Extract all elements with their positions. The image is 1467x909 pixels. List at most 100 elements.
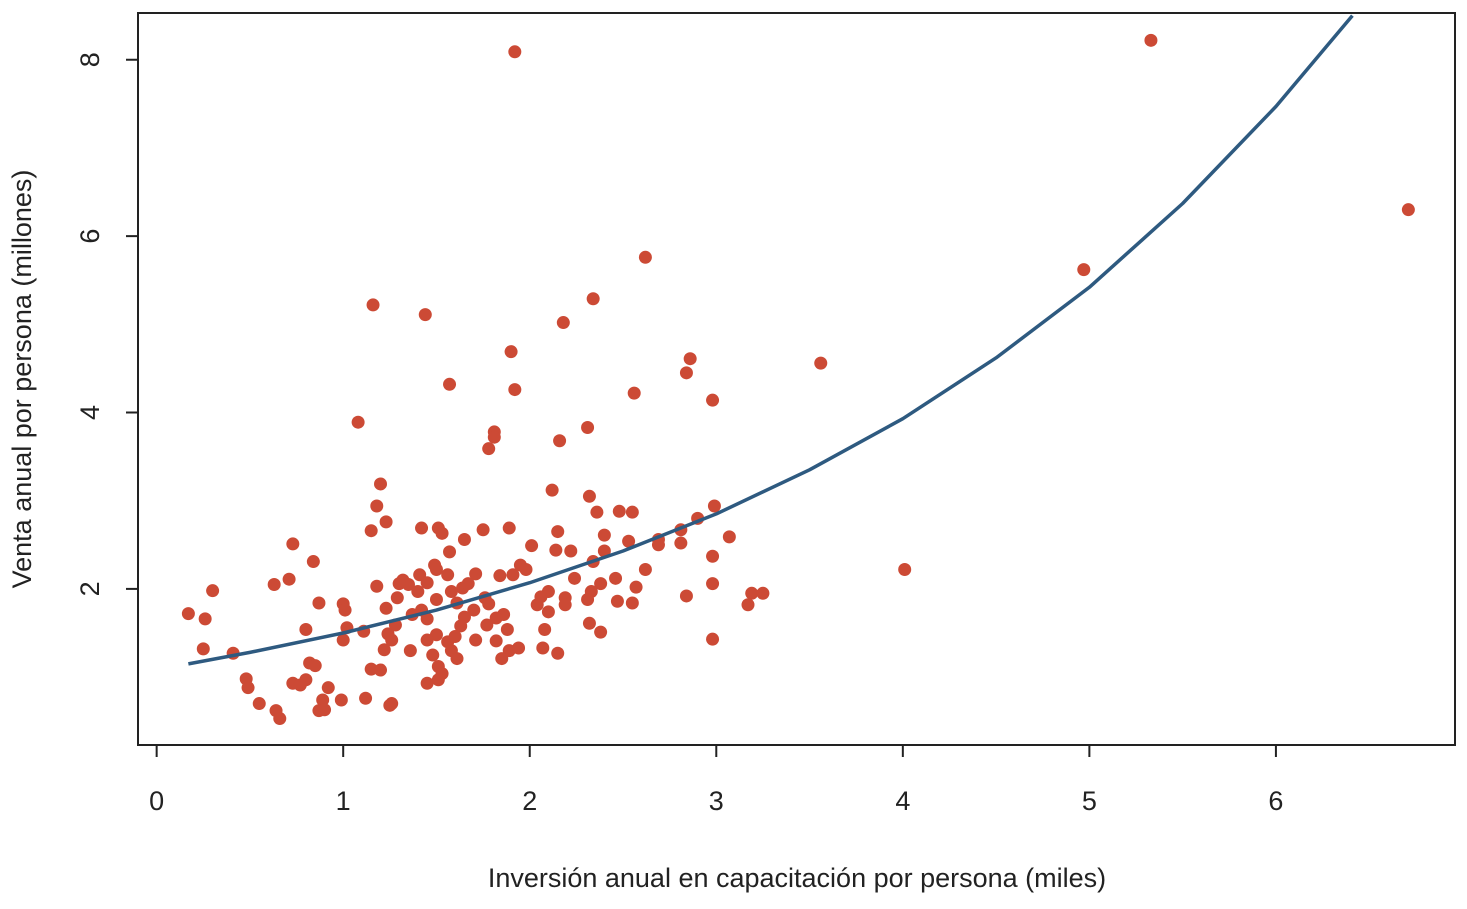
point <box>429 562 443 576</box>
point <box>444 585 458 599</box>
point <box>454 619 468 633</box>
point <box>625 505 639 519</box>
point <box>282 572 296 586</box>
point <box>374 477 388 491</box>
point <box>502 521 516 535</box>
point <box>252 697 266 711</box>
point <box>487 430 501 444</box>
y-tick-label: 6 <box>75 229 105 244</box>
point <box>469 567 483 581</box>
point <box>364 662 378 676</box>
point <box>706 393 720 407</box>
x-tick-label: 2 <box>522 786 537 816</box>
point <box>586 292 600 306</box>
point <box>312 596 326 610</box>
point <box>609 571 623 585</box>
point <box>420 576 434 590</box>
point <box>321 681 335 695</box>
point <box>480 618 494 632</box>
point <box>441 568 455 582</box>
point <box>392 577 406 591</box>
point <box>467 603 481 617</box>
point <box>443 545 457 559</box>
y-axis-label: Venta anual por persona (millones) <box>7 170 37 589</box>
point <box>336 633 350 647</box>
point <box>450 652 464 666</box>
x-tick-label: 6 <box>1268 786 1283 816</box>
point <box>612 504 626 518</box>
point <box>551 646 565 660</box>
point <box>443 377 457 391</box>
point <box>674 536 688 550</box>
point <box>582 616 596 630</box>
point <box>590 505 604 519</box>
point <box>564 544 578 558</box>
point <box>558 598 572 612</box>
point <box>538 622 552 636</box>
point <box>568 571 582 585</box>
point <box>241 681 255 695</box>
point <box>508 383 522 397</box>
point <box>415 521 429 535</box>
point <box>489 634 503 648</box>
fit-curve <box>188 14 1354 666</box>
x-tick-label: 3 <box>709 786 724 816</box>
y-tick-label: 2 <box>75 581 105 596</box>
point <box>706 632 720 646</box>
point <box>286 537 300 551</box>
point <box>627 386 641 400</box>
point <box>495 652 509 666</box>
point <box>476 523 490 537</box>
point <box>597 544 611 558</box>
point <box>370 579 384 593</box>
point <box>525 539 539 553</box>
point <box>545 483 559 497</box>
point <box>679 366 693 380</box>
x-tick-label: 5 <box>1082 786 1097 816</box>
point <box>338 603 352 617</box>
point <box>745 586 759 600</box>
point <box>379 515 393 529</box>
point <box>457 533 471 547</box>
point <box>390 591 404 605</box>
point <box>638 562 652 576</box>
point <box>385 697 399 711</box>
x-tick-label: 1 <box>336 786 351 816</box>
point <box>707 499 721 513</box>
point <box>206 584 220 598</box>
point <box>679 589 693 603</box>
point <box>722 530 736 544</box>
point <box>898 562 912 576</box>
point <box>334 693 348 707</box>
point <box>351 415 365 429</box>
point <box>418 308 432 322</box>
point <box>374 663 388 677</box>
point <box>379 601 393 615</box>
point <box>582 489 596 503</box>
point <box>622 534 636 548</box>
point <box>610 594 624 608</box>
point <box>370 499 384 513</box>
point <box>420 612 434 626</box>
y-tick-label: 4 <box>75 405 105 420</box>
point <box>299 622 313 636</box>
point <box>403 644 417 658</box>
x-tick-label: 4 <box>895 786 910 816</box>
point <box>530 598 544 612</box>
point <box>1077 263 1091 277</box>
point <box>683 352 697 366</box>
point <box>504 345 518 359</box>
point <box>625 596 639 610</box>
point <box>597 528 611 542</box>
point <box>411 585 425 599</box>
point <box>482 442 496 456</box>
point <box>420 676 434 690</box>
point <box>426 648 440 662</box>
point <box>594 577 608 591</box>
point <box>420 633 434 647</box>
point <box>814 356 828 370</box>
point <box>706 549 720 563</box>
point <box>267 577 281 591</box>
point <box>366 298 380 312</box>
